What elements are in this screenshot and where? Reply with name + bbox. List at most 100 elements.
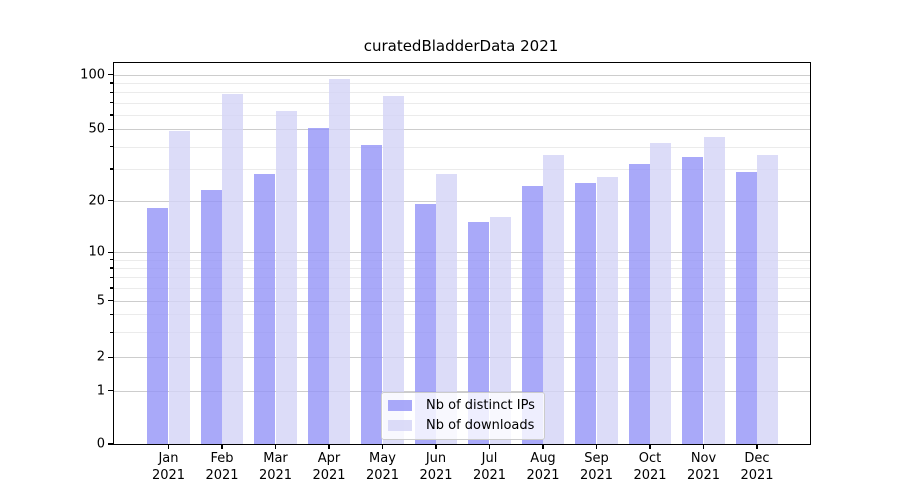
bar-distinct-ips-jul (468, 221, 490, 444)
bar-downloads-nov (703, 137, 725, 444)
legend-swatch-distinct-ips (388, 400, 412, 411)
chart-title: curatedBladderData 2021 (363, 37, 559, 55)
y-axis-tick-label: 1 (96, 383, 105, 398)
minor-gridline (114, 92, 810, 94)
y-axis-minor-tick (109, 313, 113, 316)
x-axis-tick (488, 444, 491, 449)
x-axis-tick (756, 444, 758, 449)
x-axis-tick (542, 444, 544, 449)
x-axis-tick-label: May 2021 (365, 451, 400, 483)
y-axis-minor-tick (109, 146, 113, 148)
bar-downloads-mar (275, 111, 297, 444)
x-axis-tick-label: Jun 2021 (419, 451, 453, 483)
bar-distinct-ips-mar (254, 174, 276, 444)
x-axis-tick-label: Sep 2021 (579, 451, 614, 483)
x-axis-tick (435, 444, 437, 449)
y-axis-minor-tick (109, 287, 113, 289)
y-axis-minor-tick (109, 267, 113, 269)
major-gridline (114, 74, 810, 76)
y-axis-tick-label: 5 (96, 293, 105, 308)
y-axis-minor-tick (109, 276, 113, 278)
major-gridline (114, 129, 810, 131)
x-axis-tick-label: Jul 2021 (472, 451, 507, 483)
y-axis-tick-label: 20 (88, 193, 105, 208)
major-gridline (114, 390, 810, 392)
y-axis-tick (107, 73, 113, 76)
y-axis-minor-tick (109, 114, 113, 116)
minor-gridline (114, 287, 810, 289)
minor-gridline (114, 259, 810, 261)
y-axis-tick-label: 0 (96, 436, 105, 452)
x-axis-tick-label: Dec 2021 (740, 451, 774, 483)
bar-downloads-jul (489, 217, 511, 444)
bar-downloads-sep (596, 177, 618, 444)
y-axis-minor-tick (109, 91, 113, 93)
x-axis-tick (649, 444, 651, 449)
x-axis-tick-label: Mar 2021 (258, 451, 293, 483)
y-axis-minor-tick (109, 168, 113, 170)
major-gridline (114, 357, 810, 359)
y-axis-tick-label: 100 (80, 67, 105, 82)
bar-downloads-jan (168, 130, 190, 444)
bar-downloads-dec (757, 154, 779, 444)
bar-distinct-ips-may (361, 144, 383, 444)
y-axis-tick-label: 10 (88, 244, 105, 260)
minor-gridline (114, 332, 810, 334)
bar-distinct-ips-nov (682, 157, 704, 444)
x-axis-tick (595, 444, 598, 449)
x-axis-tick (381, 444, 384, 449)
x-axis-tick (221, 444, 223, 449)
legend: Nb of distinct IPs Nb of downloads (381, 392, 545, 440)
bar-downloads-aug (543, 154, 565, 444)
bar-distinct-ips-apr (307, 127, 329, 444)
y-axis-tick (107, 389, 113, 392)
minor-gridline (114, 146, 810, 148)
minor-gridline (114, 314, 810, 316)
bar-distinct-ips-oct (628, 163, 650, 444)
minor-gridline (114, 114, 810, 116)
major-gridline (114, 252, 810, 254)
bar-distinct-ips-jun (414, 204, 436, 444)
x-axis-tick (702, 444, 705, 449)
legend-swatch-downloads (388, 420, 412, 431)
x-axis-tick-label: Oct 2021 (633, 451, 667, 483)
minor-gridline (114, 267, 810, 269)
y-axis-tick (107, 299, 113, 302)
bar-distinct-ips-sep (575, 183, 597, 444)
bar-distinct-ips-jan (147, 208, 169, 444)
legend-item: Nb of downloads (388, 418, 535, 433)
x-axis-tick-label: Apr 2021 (312, 451, 346, 483)
y-axis-tick-label: 50 (88, 121, 105, 137)
bar-distinct-ips-dec (735, 171, 757, 444)
y-axis-tick (107, 356, 113, 358)
legend-item: Nb of distinct IPs (388, 398, 535, 413)
bar-distinct-ips-aug (521, 186, 543, 444)
y-axis-tick (107, 251, 113, 253)
x-axis-tick (274, 444, 277, 449)
bar-downloads-may (382, 96, 404, 444)
x-axis-tick-label: Aug 2021 (526, 451, 560, 483)
minor-gridline (114, 102, 810, 104)
minor-gridline (114, 168, 810, 170)
legend-label: Nb of distinct IPs (426, 398, 535, 413)
x-axis-tick (328, 444, 330, 449)
legend-label: Nb of downloads (426, 418, 535, 433)
bar-downloads-oct (650, 142, 672, 444)
bar-downloads-apr (329, 78, 351, 444)
y-axis-tick (107, 128, 113, 130)
y-axis-minor-tick (109, 259, 113, 261)
major-gridline (114, 200, 810, 202)
minor-gridline (114, 82, 810, 84)
bar-distinct-ips-feb (200, 189, 222, 444)
y-axis-tick (107, 443, 113, 445)
bar-downloads-feb (222, 94, 244, 444)
plot-area: Jan 2021 Feb 2021 Mar 2021 Apr 2021 May 2021… (80, 62, 811, 483)
y-axis-tick-label: 2 (96, 349, 105, 365)
x-axis-tick-label: Jan 2021 (151, 451, 186, 483)
major-gridline (114, 300, 810, 302)
y-axis-minor-tick (109, 82, 113, 84)
y-axis-tick (107, 199, 113, 202)
x-axis-tick-label: Nov 2021 (686, 451, 721, 483)
x-axis-tick-label: Feb 2021 (205, 451, 239, 483)
